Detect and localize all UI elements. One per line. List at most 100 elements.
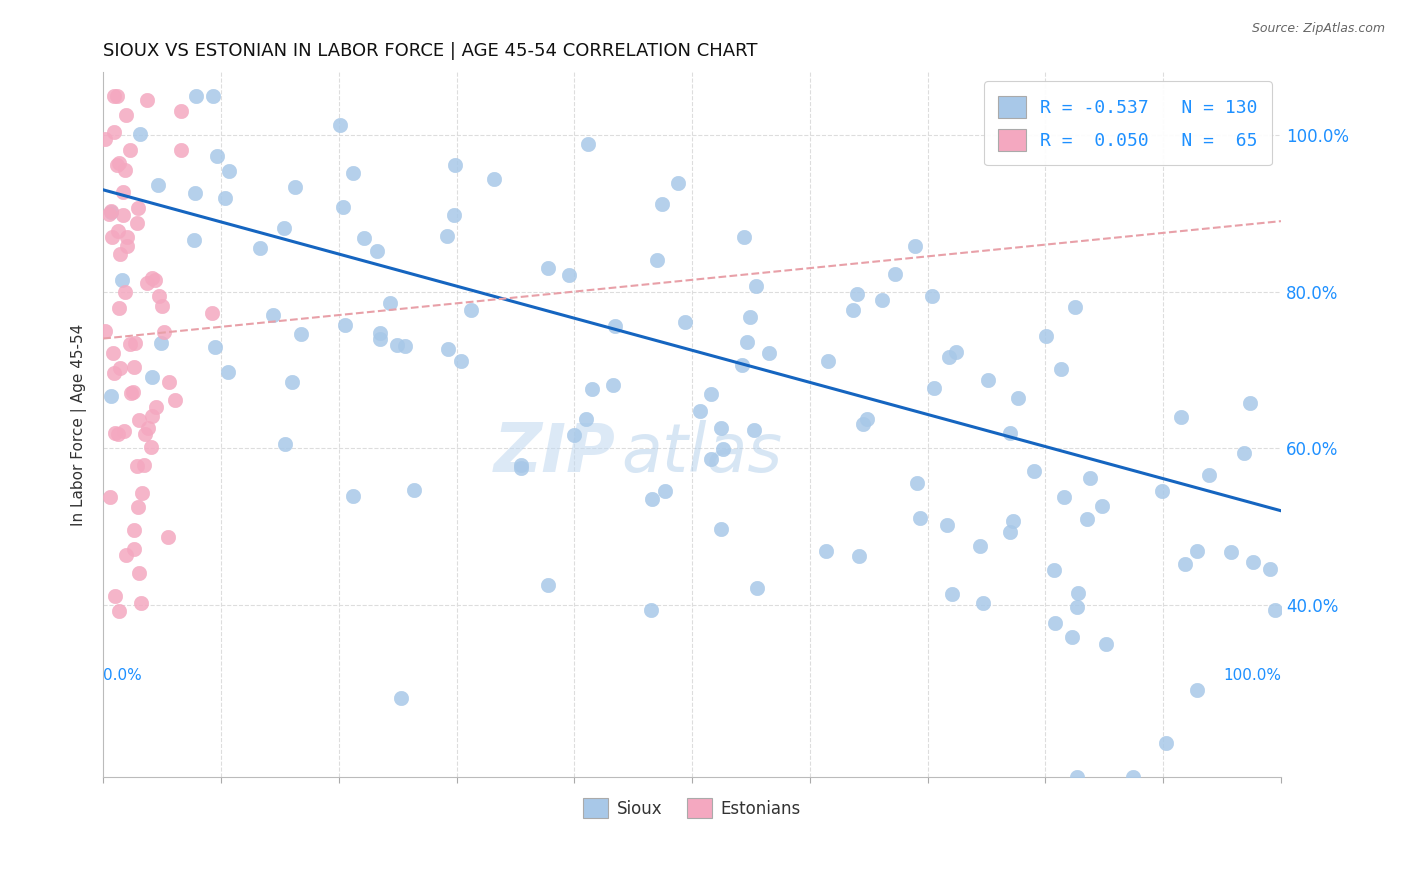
Point xyxy=(328,118,350,132)
Point xyxy=(104,425,127,440)
Point xyxy=(460,303,482,318)
Point xyxy=(1076,512,1098,526)
Point xyxy=(115,108,138,122)
Point xyxy=(389,690,412,705)
Point xyxy=(117,239,139,253)
Point xyxy=(603,319,626,334)
Point xyxy=(380,296,402,310)
Point xyxy=(1095,637,1118,651)
Point xyxy=(157,375,180,389)
Point xyxy=(100,204,122,219)
Point xyxy=(132,458,155,473)
Point xyxy=(105,89,128,103)
Point xyxy=(740,310,762,324)
Point xyxy=(150,299,173,313)
Point xyxy=(170,104,193,119)
Point xyxy=(641,491,664,506)
Point xyxy=(118,336,141,351)
Point xyxy=(118,143,141,157)
Point xyxy=(114,162,136,177)
Text: 0.0%: 0.0% xyxy=(103,668,142,682)
Point xyxy=(107,301,129,315)
Point xyxy=(938,350,960,364)
Point xyxy=(125,459,148,474)
Point xyxy=(848,549,870,563)
Point xyxy=(1053,490,1076,504)
Point xyxy=(1060,630,1083,644)
Point xyxy=(730,358,752,372)
Text: SIOUX VS ESTONIAN IN LABOR FORCE | AGE 45-54 CORRELATION CHART: SIOUX VS ESTONIAN IN LABOR FORCE | AGE 4… xyxy=(103,42,758,60)
Point xyxy=(1154,736,1177,750)
Point xyxy=(94,132,117,146)
Point xyxy=(100,389,122,403)
Point xyxy=(815,544,838,558)
Point xyxy=(332,200,354,214)
Point xyxy=(654,483,676,498)
Point xyxy=(183,186,205,201)
Point xyxy=(904,239,927,253)
Point xyxy=(689,404,711,418)
Point xyxy=(169,143,191,157)
Point xyxy=(207,148,229,162)
Text: atlas: atlas xyxy=(621,420,783,486)
Point xyxy=(111,273,134,287)
Point xyxy=(129,127,152,141)
Point xyxy=(700,451,723,466)
Point xyxy=(139,441,162,455)
Point xyxy=(148,288,170,302)
Point xyxy=(101,230,124,244)
Point xyxy=(735,335,758,350)
Point xyxy=(969,539,991,553)
Point xyxy=(145,400,167,414)
Point xyxy=(342,489,364,503)
Point xyxy=(120,385,142,400)
Y-axis label: In Labor Force | Age 45-54: In Labor Force | Age 45-54 xyxy=(72,324,87,525)
Point xyxy=(436,228,458,243)
Point xyxy=(186,89,208,103)
Point xyxy=(131,486,153,500)
Point xyxy=(1264,603,1286,617)
Point xyxy=(249,241,271,255)
Point xyxy=(115,230,138,244)
Point xyxy=(852,417,875,432)
Point xyxy=(1002,514,1025,528)
Point xyxy=(141,271,163,285)
Point xyxy=(149,335,172,350)
Point xyxy=(108,604,131,618)
Point xyxy=(136,93,159,107)
Point xyxy=(98,490,121,504)
Point xyxy=(1150,483,1173,498)
Point xyxy=(290,327,312,342)
Point xyxy=(945,344,967,359)
Point xyxy=(1232,446,1254,460)
Point xyxy=(673,315,696,329)
Text: Source: ZipAtlas.com: Source: ZipAtlas.com xyxy=(1251,22,1385,36)
Point xyxy=(444,158,467,172)
Point xyxy=(366,244,388,258)
Point xyxy=(134,427,156,442)
Point xyxy=(143,273,166,287)
Point xyxy=(262,308,284,322)
Point xyxy=(112,425,135,439)
Point xyxy=(273,220,295,235)
Point xyxy=(1198,467,1220,482)
Point xyxy=(333,318,356,332)
Point xyxy=(394,339,416,353)
Point xyxy=(870,293,893,307)
Point xyxy=(218,164,240,178)
Point xyxy=(1066,600,1088,615)
Point xyxy=(713,442,735,457)
Point xyxy=(112,208,135,222)
Point xyxy=(124,523,146,537)
Point xyxy=(100,203,122,218)
Point xyxy=(141,370,163,384)
Point xyxy=(110,361,132,376)
Legend: Sioux, Estonians: Sioux, Estonians xyxy=(576,791,807,825)
Point xyxy=(1241,555,1264,569)
Point xyxy=(122,385,145,400)
Point xyxy=(1220,544,1243,558)
Point xyxy=(342,165,364,179)
Point xyxy=(368,326,391,340)
Point xyxy=(284,180,307,194)
Point xyxy=(450,354,472,368)
